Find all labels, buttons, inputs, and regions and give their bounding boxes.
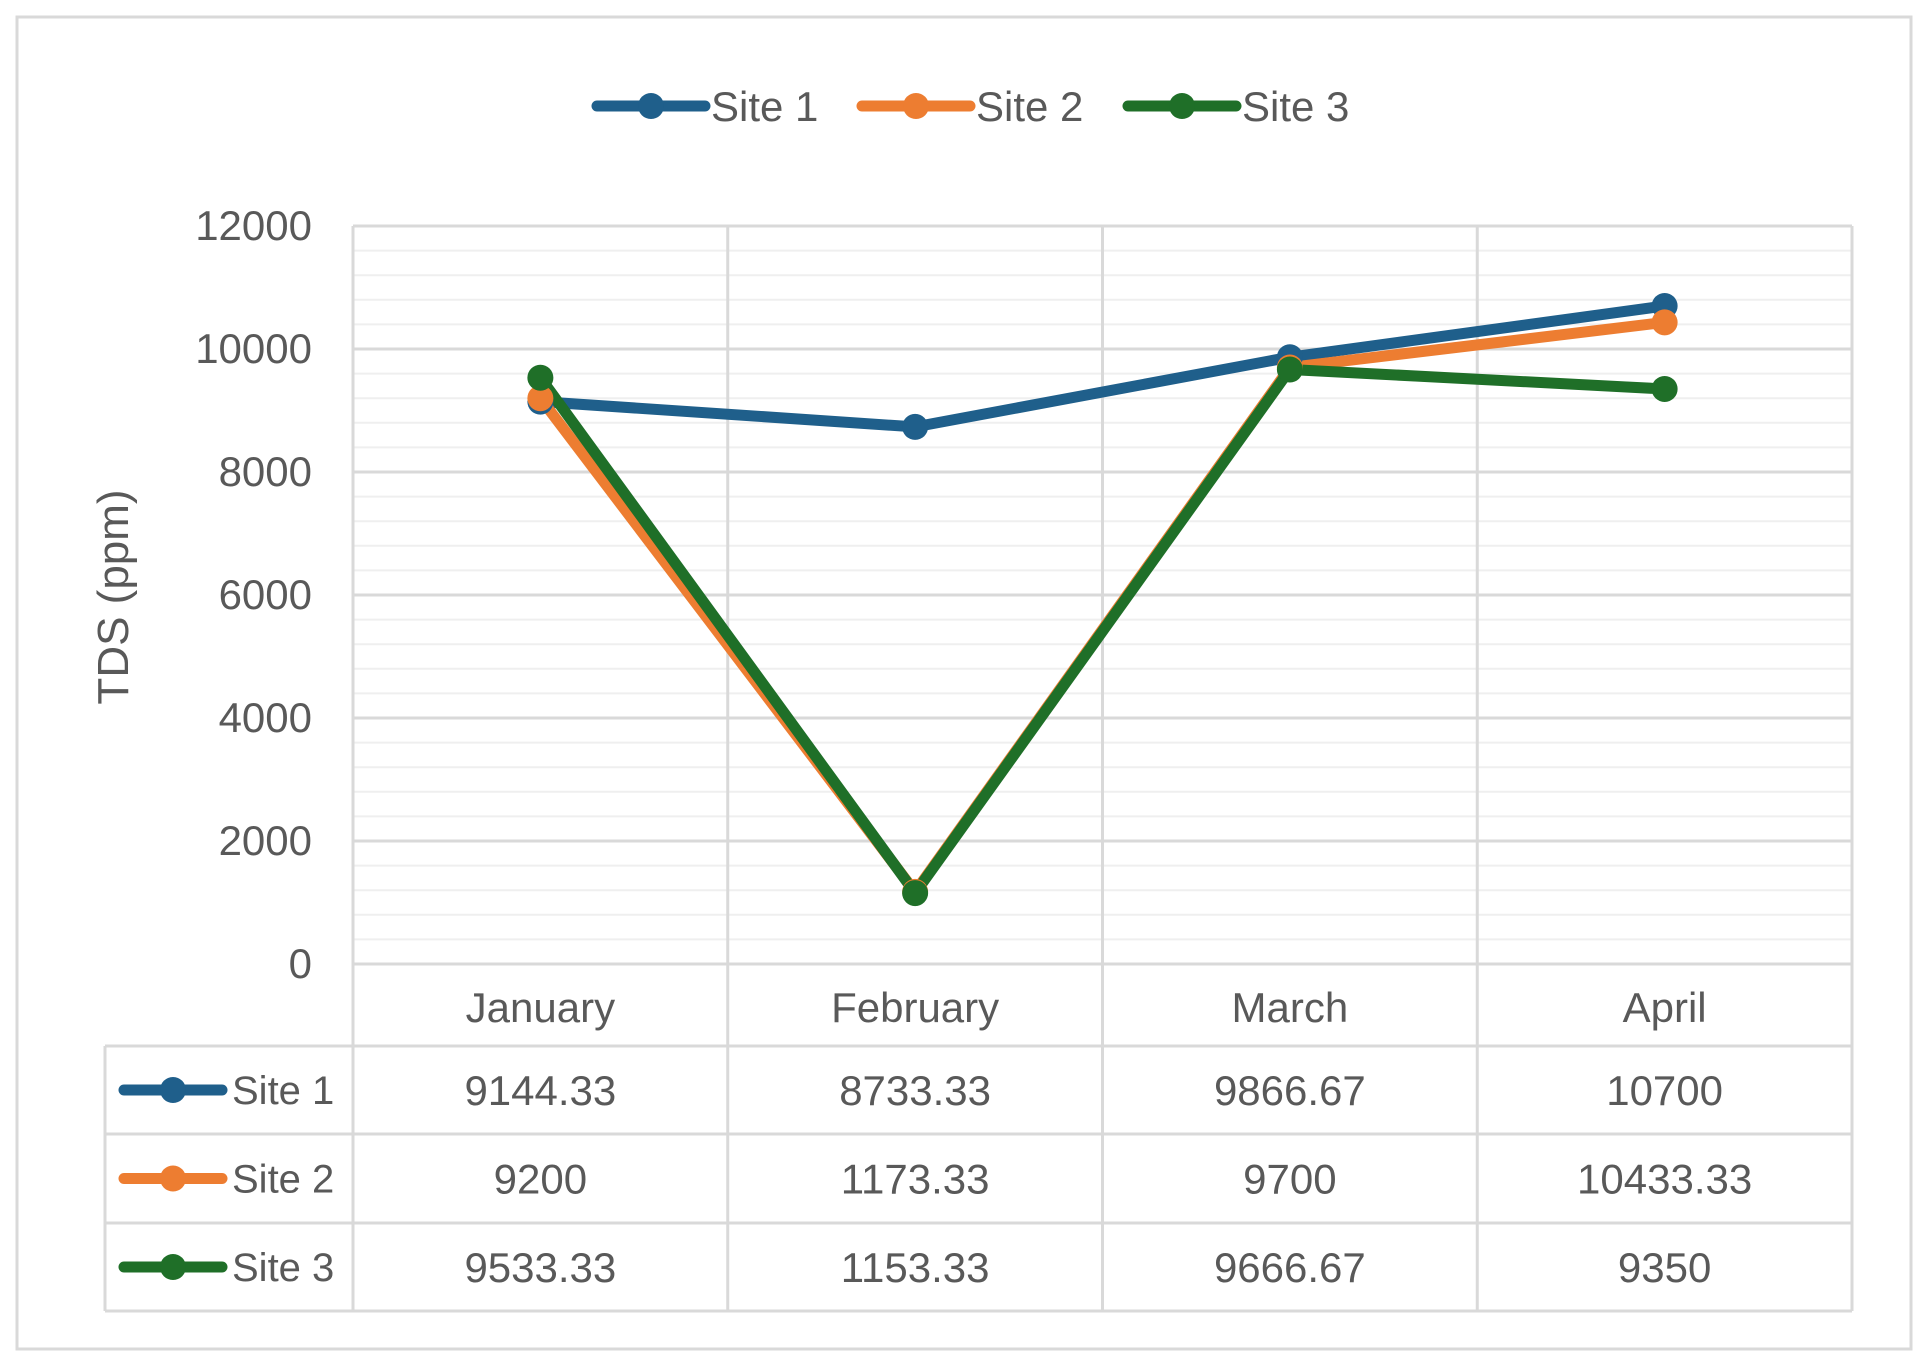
- table-value: 9350: [1618, 1244, 1711, 1291]
- category-label: March: [1232, 984, 1349, 1031]
- chart-frame: [15, 15, 1913, 1351]
- legend-label: Site 2: [976, 83, 1083, 130]
- legend-marker-swatch: [638, 93, 664, 119]
- table-value: 9700: [1243, 1156, 1336, 1203]
- table-value: 9533.33: [464, 1244, 616, 1291]
- data-point: [1276, 356, 1303, 383]
- y-tick-label: 4000: [219, 694, 312, 741]
- series-lines: [534, 300, 1671, 899]
- table-value: 10700: [1606, 1067, 1723, 1114]
- category-label: January: [466, 984, 615, 1031]
- y-tick-label: 0: [289, 940, 312, 987]
- y-tick-label: 10000: [195, 325, 312, 372]
- series-points: [527, 292, 1678, 907]
- table-value: 9866.67: [1214, 1067, 1366, 1114]
- table-value: 9666.67: [1214, 1244, 1366, 1291]
- y-tick-label: 6000: [219, 571, 312, 618]
- table-value: 9200: [494, 1156, 587, 1203]
- series-line: [534, 363, 1671, 899]
- table-value: 9144.33: [464, 1067, 616, 1114]
- table-series-marker: [160, 1254, 186, 1280]
- data-point: [1651, 309, 1678, 336]
- y-axis-tick-labels: 0 2000 4000 6000 8000 10000 12000: [195, 202, 312, 987]
- y-tick-label: 12000: [195, 202, 312, 249]
- legend-marker-swatch: [903, 93, 929, 119]
- data-table: Site 1 9144.33 8733.33 9866.67 10700 Site 2 92…: [118, 1067, 1752, 1291]
- legend-label: Site 1: [711, 83, 818, 130]
- category-label: February: [831, 984, 999, 1031]
- legend-label: Site 3: [1242, 83, 1349, 130]
- series-line: [534, 300, 1671, 433]
- table-series-label: Site 3: [232, 1246, 334, 1290]
- table-series-marker: [160, 1077, 186, 1103]
- data-point: [1651, 375, 1678, 402]
- category-label: April: [1623, 984, 1707, 1031]
- table-value: 8733.33: [839, 1067, 991, 1114]
- data-table-grid: [103, 964, 1854, 1313]
- y-tick-label: 2000: [219, 817, 312, 864]
- data-point: [902, 413, 929, 440]
- table-value: 10433.33: [1577, 1156, 1752, 1203]
- y-tick-label: 8000: [219, 448, 312, 495]
- legend: Site 1 Site 2 Site 3: [591, 83, 1349, 130]
- table-series-label: Site 2: [232, 1158, 334, 1202]
- data-point: [527, 364, 554, 391]
- x-axis-category-labels: January February March April: [466, 984, 1707, 1031]
- table-series-marker: [160, 1165, 186, 1192]
- data-point: [527, 385, 554, 412]
- legend-marker-swatch: [1169, 93, 1195, 119]
- data-point: [902, 880, 929, 907]
- table-series-label: Site 1: [232, 1069, 334, 1113]
- y-axis-title: TDS (ppm): [89, 489, 138, 704]
- table-value: 1173.33: [841, 1156, 990, 1203]
- table-value: 1153.33: [841, 1244, 990, 1291]
